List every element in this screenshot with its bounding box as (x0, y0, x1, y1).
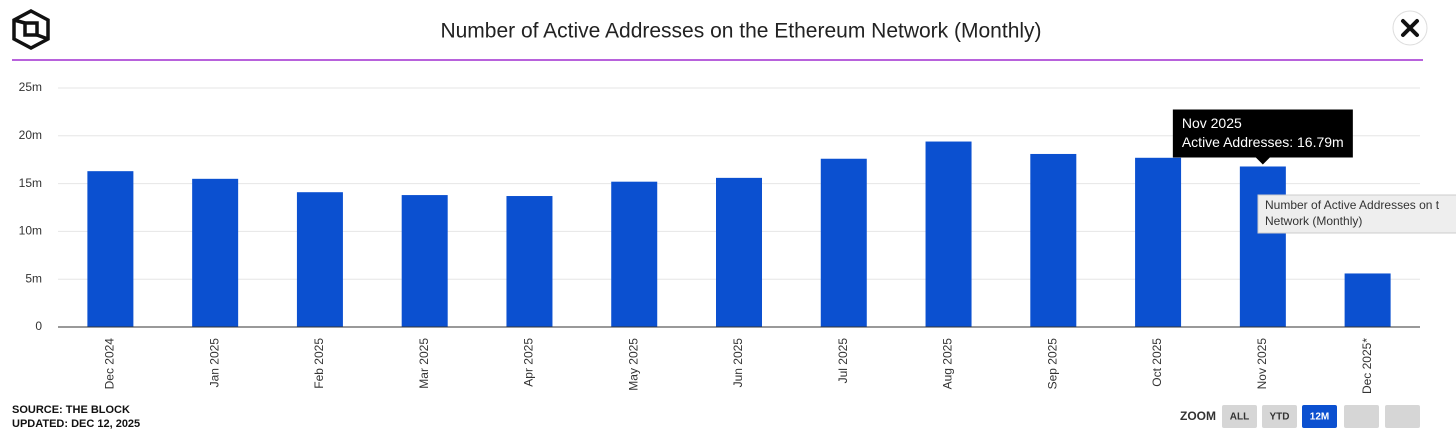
bar (1239, 166, 1286, 327)
bar (1344, 273, 1391, 327)
source: SOURCE: THE BLOCK (12, 404, 130, 416)
x-tick-label: Oct 2025 (1150, 338, 1164, 387)
y-tick-label: 15m (19, 176, 42, 190)
x-tick-label: Feb 2025 (312, 338, 326, 389)
x-tick-label: Mar 2025 (417, 338, 431, 389)
x-tick-label: Apr 2025 (522, 338, 536, 387)
y-tick-label: 20m (19, 128, 42, 142)
x-tick-label: Sep 2025 (1045, 338, 1059, 390)
zoom-button[interactable] (1344, 405, 1379, 428)
bar (716, 177, 762, 327)
zoom-button[interactable] (1302, 405, 1337, 428)
updated: UPDATED: DEC 12, 2025 (12, 418, 140, 430)
close-button[interactable] (1392, 10, 1428, 46)
bar (87, 171, 134, 327)
zoom-button[interactable] (1262, 405, 1297, 428)
hover-hint-box (1257, 194, 1456, 234)
x-tick-label: Aug 2025 (941, 338, 955, 390)
y-tick-label: 5m (25, 271, 42, 285)
x-tick-label: Jul 2025 (836, 338, 850, 384)
bar (401, 195, 448, 327)
y-tick-label: 0 (35, 319, 42, 333)
y-tick-label: 10m (19, 224, 42, 238)
bar (925, 141, 972, 327)
bar (611, 181, 658, 327)
x-tick-label: Jun 2025 (731, 338, 745, 388)
chart-title: Number of Active Addresses on the Ethere… (440, 20, 1041, 43)
bar (296, 192, 343, 327)
bar (192, 178, 239, 327)
zoom-button-label[interactable]: ALL (1230, 412, 1249, 423)
x-tick-label: May 2025 (626, 338, 640, 391)
bar (820, 158, 867, 327)
bar (1030, 153, 1077, 327)
bar (1135, 157, 1182, 327)
x-tick-label: Jan 2025 (207, 338, 221, 388)
bar (506, 196, 553, 327)
y-tick-label: 25m (19, 80, 42, 94)
hover-hint: Number of Active Addresses on t (1265, 198, 1440, 212)
hover-hint: Network (Monthly) (1265, 214, 1362, 228)
zoom-button[interactable] (1222, 405, 1257, 428)
overlay: Nov 2025 Active Addresses: 16.79m Number o… (1172, 109, 1456, 234)
logo (12, 9, 50, 50)
zoom-button-label[interactable]: YTD (1270, 412, 1290, 423)
x-tick-label: Nov 2025 (1255, 338, 1269, 390)
zoom-label: ZOOM (1180, 409, 1216, 423)
x-tick-label: Dec 2024 (103, 338, 117, 390)
x-tick-label: Dec 2025* (1360, 338, 1374, 394)
zoom-buttons: ALL YTD 12M (1222, 405, 1420, 428)
zoom-button-label[interactable]: 12M (1310, 412, 1329, 423)
tooltip-label: Active Addresses: 16.79m (1182, 134, 1344, 150)
zoom-button[interactable] (1385, 405, 1420, 428)
plot: 0 5m 10m 15m 20m 25m Dec 2024 Jan 2025 Feb 2025 M… (19, 80, 1420, 394)
tooltip-box (1172, 109, 1353, 165)
tooltip-title: Nov 2025 (1182, 115, 1242, 131)
